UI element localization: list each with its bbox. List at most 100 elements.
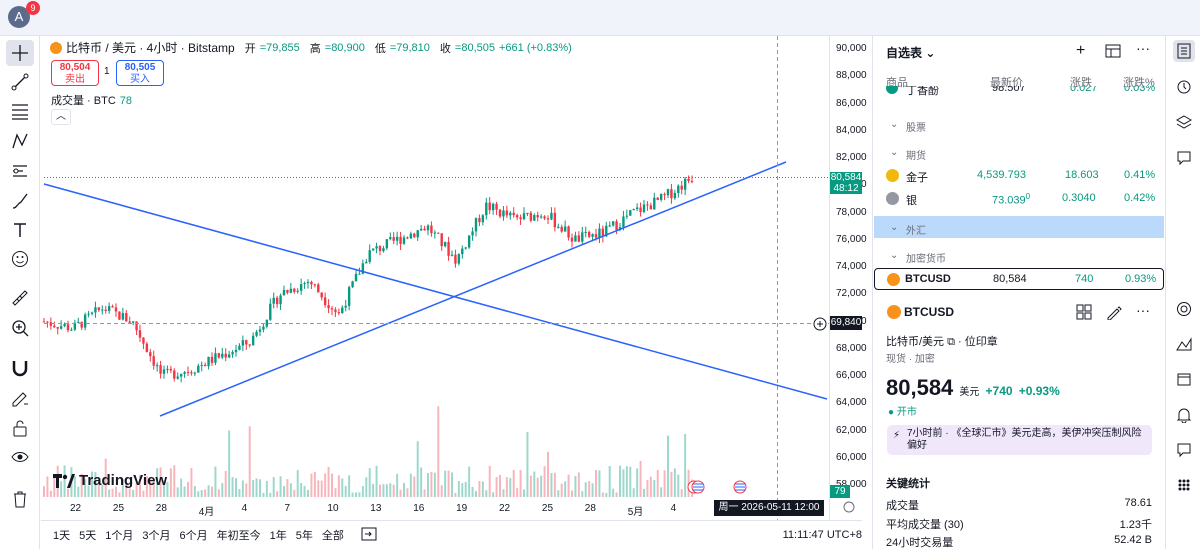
collapse-legend-button[interactable]: ︿: [51, 109, 71, 125]
bitcoin-icon: [887, 273, 900, 286]
detail-fullname[interactable]: 比特币/美元: [886, 336, 945, 348]
event-flag-icon[interactable]: [687, 480, 747, 494]
list-item[interactable]: 金子 4,539.793 18.603 0.41%: [874, 164, 1164, 186]
projection-icon[interactable]: [6, 158, 34, 184]
x-tick-label: 4: [670, 503, 677, 514]
detail-symbol[interactable]: BTCUSD: [904, 305, 954, 319]
sell-label: 卖出: [65, 74, 85, 85]
magnet-icon[interactable]: [6, 355, 34, 381]
volume-bar: [512, 469, 515, 497]
news-item[interactable]: ⚡ 7小时前 · 《全球汇市》美元走高，美伊冲突压制风险偏好: [887, 425, 1152, 455]
help-icon[interactable]: [1173, 439, 1195, 461]
range-all[interactable]: 全部: [321, 530, 344, 542]
candle-body: [320, 292, 323, 298]
candle-body: [457, 254, 461, 264]
candle-body: [577, 235, 581, 242]
emoji-icon[interactable]: [6, 246, 34, 272]
buy-button[interactable]: 80,505 买入: [116, 60, 164, 86]
candle-body: [351, 281, 354, 288]
list-item[interactable]: 丁香酚 98.507 0.027 0.03%: [874, 86, 1164, 100]
detail-exchange[interactable]: 位印章: [964, 336, 998, 348]
col-change-pct[interactable]: 涨跌%: [1123, 77, 1155, 89]
range-5y[interactable]: 5年: [295, 530, 313, 542]
fib-icon[interactable]: [6, 98, 34, 124]
user-avatar[interactable]: A: [8, 6, 30, 28]
section-stocks[interactable]: ⌄ 股票: [890, 119, 926, 134]
grid-view-icon[interactable]: [1076, 304, 1092, 323]
descending-trendline[interactable]: [43, 183, 828, 400]
eye-icon[interactable]: [6, 444, 34, 470]
trendline-icon[interactable]: [6, 69, 34, 95]
list-item[interactable]: 银 73.0390 0.3040 0.42%: [874, 187, 1164, 209]
list-item-btcusd[interactable]: BTCUSD 80,584 740 0.93%: [874, 268, 1164, 290]
more-options-icon[interactable]: ···: [1136, 40, 1150, 56]
more-options-icon[interactable]: ···: [1136, 302, 1150, 318]
symbol-title[interactable]: 比特币 / 美元 · 4小时 · Bitstamp: [66, 41, 235, 55]
candle-body: [258, 329, 262, 332]
volume-bar: [344, 486, 347, 497]
candle-body: [505, 210, 509, 216]
col-last[interactable]: 最新价: [990, 77, 1023, 89]
candle-body: [563, 226, 567, 232]
chat-icon[interactable]: [1173, 147, 1195, 169]
section-forex[interactable]: ⌄ 外汇: [874, 216, 1164, 238]
trash-icon[interactable]: [6, 486, 34, 512]
candle-body: [63, 324, 66, 327]
layers-icon[interactable]: [1173, 111, 1195, 133]
target-icon[interactable]: [1173, 298, 1195, 320]
range-1d[interactable]: 1天: [53, 530, 71, 542]
candle-body: [245, 340, 248, 345]
clock-timezone[interactable]: 11:11:47 UTC+8: [782, 529, 862, 541]
advanced-view-icon[interactable]: [1105, 44, 1121, 61]
sell-button[interactable]: 80,504 卖出: [51, 60, 99, 86]
volume-bar: [190, 467, 193, 497]
section-crypto[interactable]: ⌄ 加密货币: [890, 250, 946, 265]
ruler-icon[interactable]: [6, 285, 34, 311]
candle-body: [272, 297, 275, 304]
external-link-icon[interactable]: ⧉: [947, 336, 955, 348]
volume-bar: [516, 488, 519, 497]
range-1y[interactable]: 1年: [269, 530, 287, 542]
volume-bar: [293, 489, 296, 497]
ideas-icon[interactable]: [1173, 333, 1195, 355]
volume-bar: [461, 483, 464, 497]
range-ytd[interactable]: 年初至今: [216, 530, 261, 542]
settings-gear-icon[interactable]: [843, 501, 855, 513]
lock-draw-icon[interactable]: [6, 385, 34, 411]
candle-body: [670, 189, 673, 199]
range-3m[interactable]: 3个月: [142, 530, 171, 542]
range-1m[interactable]: 1个月: [105, 530, 134, 542]
pattern-icon[interactable]: [6, 128, 34, 154]
add-symbol-icon[interactable]: +: [1076, 42, 1086, 59]
notifications-icon[interactable]: [1173, 404, 1195, 426]
alarm-icon[interactable]: [1173, 75, 1195, 97]
date-range-icon[interactable]: [361, 527, 377, 544]
ascending-trendline[interactable]: [159, 161, 787, 417]
candle-body: [543, 216, 546, 219]
candle-body: [293, 288, 296, 292]
range-6m[interactable]: 6个月: [179, 530, 208, 542]
candle-body: [539, 216, 543, 218]
edit-icon[interactable]: [1106, 304, 1122, 323]
brush-icon[interactable]: [6, 188, 34, 214]
section-futures[interactable]: ⌄ 期货: [890, 147, 926, 162]
volume-bar: [584, 482, 587, 497]
candle-body: [310, 281, 313, 285]
col-change[interactable]: 涨跌: [1070, 77, 1092, 89]
range-5d[interactable]: 5天: [79, 530, 97, 542]
crosshair-icon[interactable]: [6, 40, 34, 66]
watchlist-title[interactable]: 自选表 ⌄: [886, 44, 935, 61]
calendar-icon[interactable]: [1173, 368, 1195, 390]
text-icon[interactable]: [6, 217, 34, 243]
tradingview-logo[interactable]: TradingView: [53, 472, 167, 489]
watchlist-icon[interactable]: [1173, 40, 1195, 62]
apps-icon[interactable]: [1173, 474, 1195, 496]
candle-body: [354, 273, 358, 282]
y-tick-label: 74,000: [836, 261, 867, 272]
lock-icon[interactable]: [6, 415, 34, 441]
volume-bar: [485, 490, 488, 497]
candle-body: [447, 242, 450, 256]
zoom-icon[interactable]: [6, 315, 34, 341]
bar-countdown: 48:12: [833, 183, 859, 194]
volume-bar: [399, 489, 402, 497]
